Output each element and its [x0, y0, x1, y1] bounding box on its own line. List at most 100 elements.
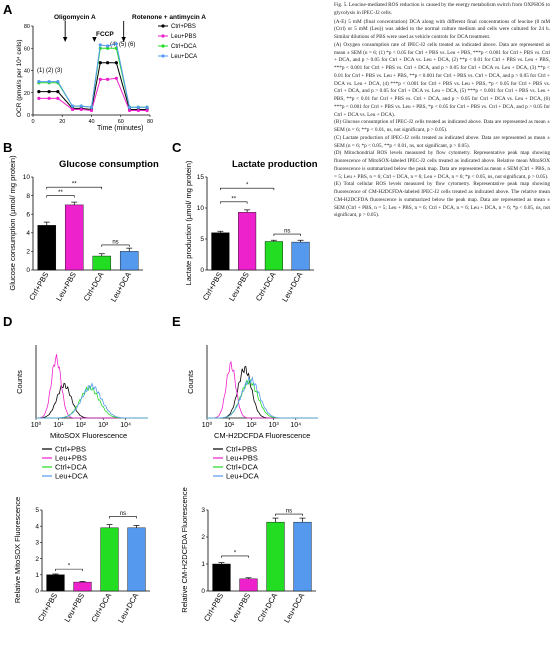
- d-y-tick-label: 3: [35, 540, 39, 547]
- b-bar: [119, 251, 139, 271]
- d-bar: [73, 581, 92, 592]
- e-bar: [212, 563, 231, 592]
- ocr-data-point: [98, 77, 102, 81]
- e-x-tick-label: 10¹: [224, 422, 235, 429]
- c-significance-label: *: [246, 183, 249, 189]
- c-significance-label: ns: [284, 229, 290, 235]
- legend-entry: Leu+DCA: [171, 54, 197, 60]
- e-bar-ylabel: Relative CM-H2DCFDA Fluorescence: [180, 487, 189, 612]
- c-title: Lactate production: [232, 159, 318, 170]
- fccp-label: FCCP: [96, 31, 114, 38]
- ocr-data-point: [70, 104, 75, 108]
- c-category-label: Ctrl+PBS: [201, 271, 224, 302]
- c-y-tick-label: 0: [200, 267, 204, 274]
- caption-paragraph-d: (D) Mitochondrial ROS levels measured by…: [334, 150, 550, 180]
- injection-arrow-head: [121, 37, 126, 42]
- ocr-data-point: [145, 105, 149, 109]
- a-y-tick-label: 40: [24, 69, 30, 75]
- figure-caption: Fig. 5. Leucine-mediated ROS reduction i…: [334, 2, 550, 220]
- d-histogram-curve: [36, 382, 148, 419]
- d-y-tick-label: 5: [35, 507, 39, 514]
- e-significance-label: ns: [286, 509, 292, 515]
- e-category-label: Ctrl+DCA: [255, 592, 279, 624]
- ocr-data-point: [114, 42, 118, 46]
- panel-letter-a: A: [3, 2, 13, 17]
- e-ylabel: Counts: [186, 370, 195, 394]
- d-category-label: Leu+PBS: [62, 592, 86, 624]
- e-xlabel: CM-H2DCFDA Fluorescence: [214, 431, 310, 440]
- e-x-tick-label: 10³: [269, 422, 280, 429]
- e-legend-entry: Leu+DCA: [226, 472, 259, 481]
- b-y-tick-label: 8: [26, 193, 30, 200]
- c-bar: [211, 232, 230, 271]
- ocr-data-point: [105, 44, 110, 48]
- e-significance-bracket: [275, 513, 303, 517]
- panel-letter-c: C: [172, 140, 182, 155]
- b-significance-bracket: [46, 186, 103, 190]
- ocr-data-point: [98, 43, 102, 47]
- ocr-data-point: [105, 61, 110, 65]
- legend-entry: Ctrl+PBS: [171, 24, 196, 30]
- caption-title: Fig. 5. Leucine-mediated ROS reduction i…: [334, 2, 550, 16]
- d-significance-label: *: [68, 564, 71, 570]
- e-category-label: Leu+DCA: [282, 592, 306, 625]
- legend-swatch-dot: [161, 54, 165, 58]
- b-category-label: Leu+PBS: [54, 271, 78, 303]
- d-category-label: Leu+DCA: [116, 592, 140, 625]
- b-category-label: Ctrl+PBS: [27, 271, 50, 302]
- ocr-data-point: [37, 96, 41, 100]
- ocr-data-point: [114, 76, 118, 80]
- legend-entry: Ctrl+DCA: [171, 44, 197, 50]
- injection-arrow-head: [62, 37, 68, 42]
- e-y-tick-label: 1: [201, 561, 205, 568]
- b-y-tick-label: 2: [26, 249, 30, 256]
- e-y-tick-label: 3: [201, 507, 205, 514]
- d-bar: [46, 574, 65, 592]
- c-significance-bracket: [220, 187, 275, 191]
- a-x-tick-label: 60: [118, 119, 124, 125]
- d-legend-entry: Ctrl+PBS: [55, 445, 86, 454]
- d-y-tick-label: 2: [35, 556, 39, 563]
- d-legend-entry: Leu+DCA: [55, 472, 88, 481]
- e-histogram-curve: [206, 360, 318, 419]
- c-ylabel: Lactate production (μmol/ mg protein): [184, 160, 193, 285]
- figure-panels: A Oligomycin A FCCP Rotenone + antimycin…: [3, 2, 318, 624]
- ocr-data-point: [127, 105, 132, 109]
- ocr-data-point: [136, 105, 140, 109]
- b-category-label: Leu+DCA: [109, 271, 133, 304]
- e-y-tick-label: 0: [201, 588, 205, 595]
- d-histogram-curve: [36, 385, 148, 419]
- d-significance-bracket: [109, 516, 137, 519]
- a-x-tick-label: 20: [59, 119, 65, 125]
- ocr-data-point: [105, 77, 110, 81]
- ocr-data-point: [47, 80, 51, 84]
- c-bar: [264, 241, 283, 271]
- ocr-data-point: [47, 96, 51, 100]
- ocr-data-point: [98, 61, 102, 65]
- c-category-label: Ctrl+DCA: [254, 271, 278, 303]
- e-legend-entry: Ctrl+PBS: [226, 445, 257, 454]
- a-ylabel: OCR (pmol/s per 10⁴ cells): [16, 39, 23, 117]
- c-significance-label: **: [231, 196, 236, 202]
- b-title: Glucose consumption: [59, 159, 159, 170]
- points-right-label: (4) (5) (6): [110, 42, 135, 48]
- ocr-data-point: [47, 90, 51, 94]
- ocr-data-point: [127, 108, 132, 113]
- d-y-tick-label: 0: [35, 588, 39, 595]
- figure-svg: A Oligomycin A FCCP Rotenone + antimycin…: [3, 2, 318, 624]
- d-legend-entry: Ctrl+DCA: [55, 463, 87, 472]
- legend-swatch-dot: [161, 24, 165, 28]
- c-y-tick-label: 5: [200, 236, 204, 243]
- a-xlabel: Time (minutes): [97, 125, 143, 132]
- legend-swatch-dot: [161, 34, 165, 38]
- panel-letter-b: B: [3, 140, 12, 155]
- ocr-series-line: [38, 43, 148, 108]
- c-bar: [291, 241, 310, 271]
- b-y-tick-label: 0: [26, 267, 30, 274]
- d-significance-label: ns: [120, 511, 126, 517]
- ocr-data-point: [56, 96, 60, 100]
- legend-swatch-dot: [161, 44, 165, 48]
- d-bar: [127, 527, 146, 592]
- e-x-tick-label: 10⁴: [290, 422, 301, 429]
